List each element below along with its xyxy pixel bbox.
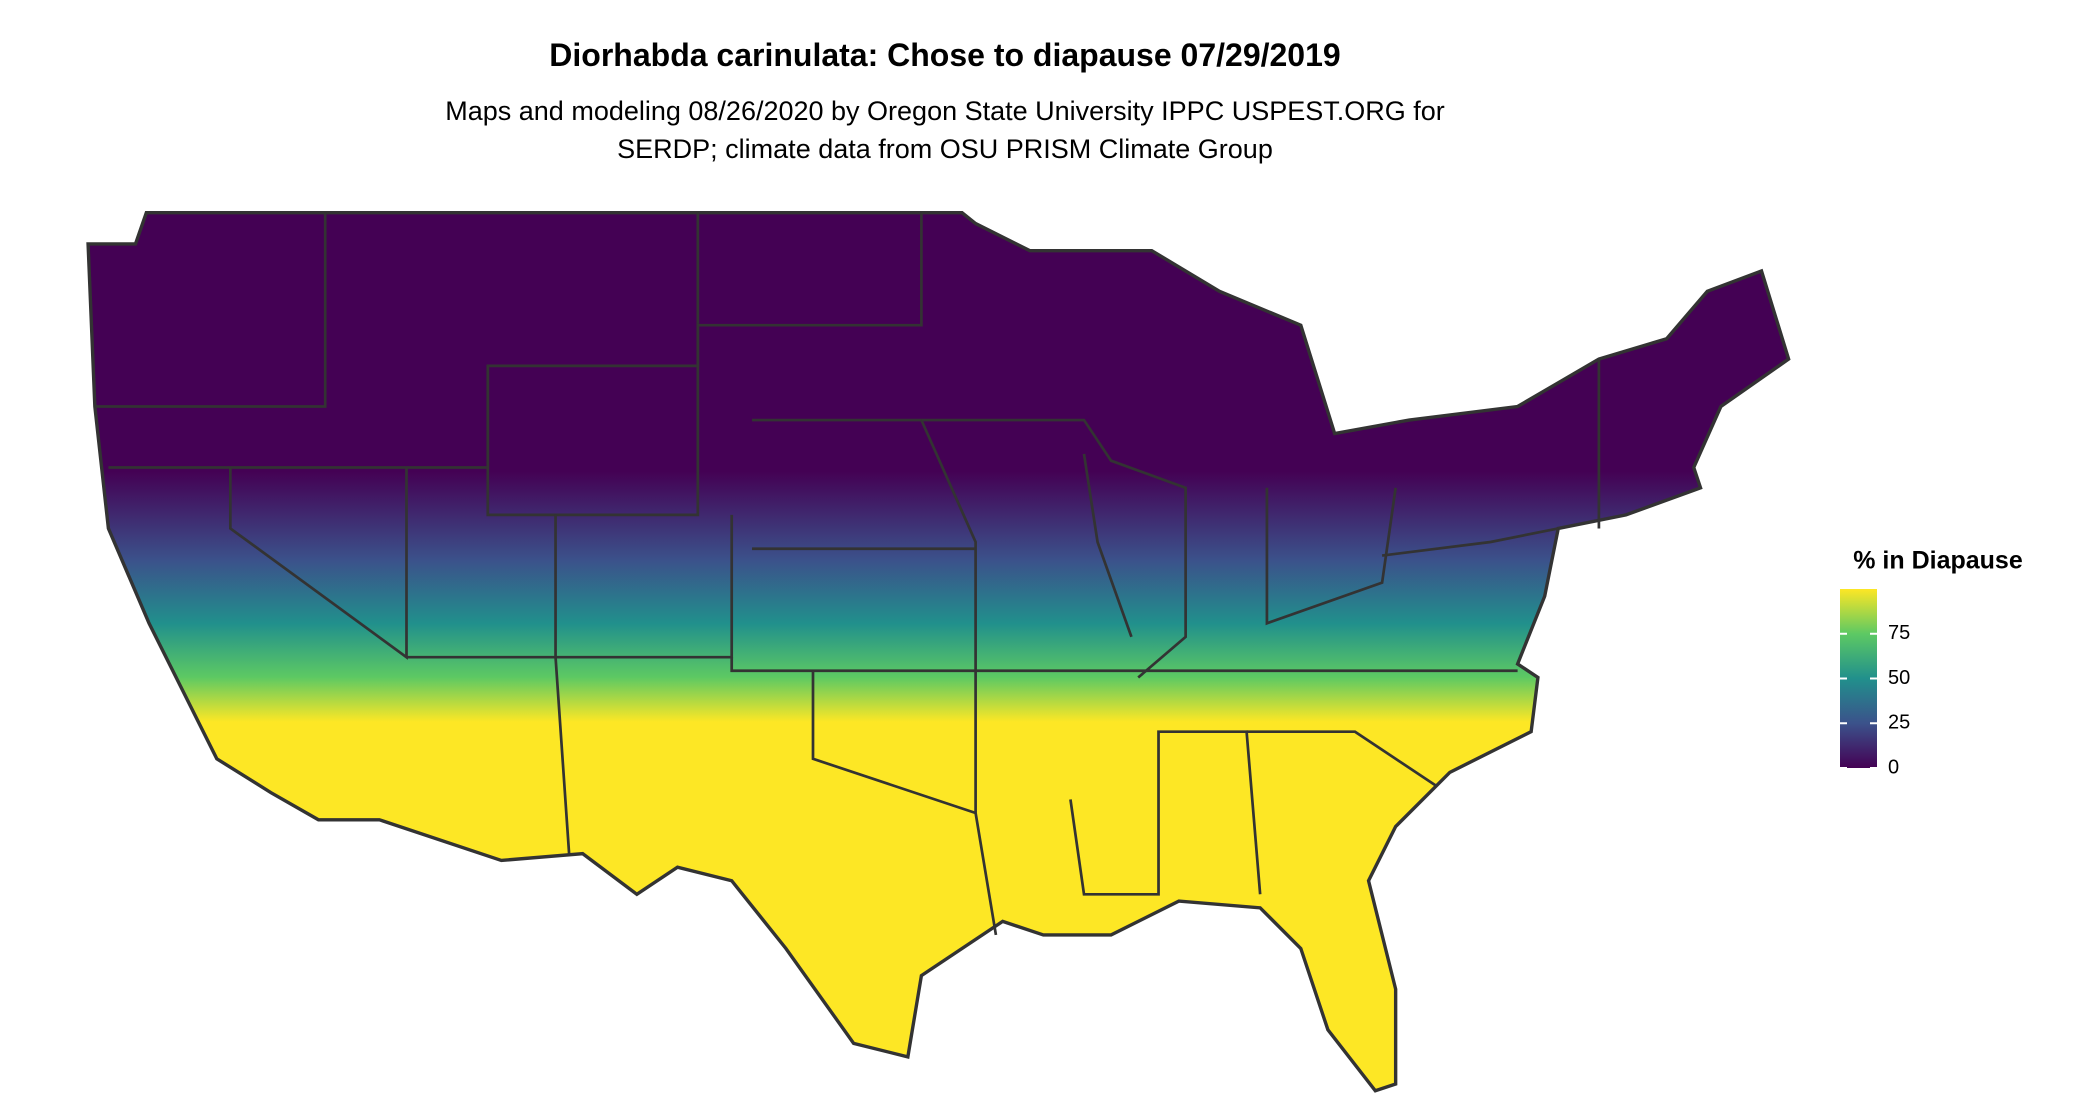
- map-subtitle: Maps and modeling 08/26/2020 by Oregon S…: [445, 96, 1445, 126]
- legend-title: % in Diapause: [1853, 547, 2023, 575]
- colorbar-tick-label: 50: [1888, 667, 1910, 689]
- state-borders: [94, 212, 1601, 936]
- map-title: Diorhabda carinulata: Chose to diapause …: [549, 37, 1340, 73]
- colorbar-tick-label: 25: [1888, 712, 1910, 734]
- colorbar-tick-label: 75: [1888, 622, 1910, 644]
- us-map: [86, 211, 1791, 1093]
- colorbar-tick-label: 0: [1888, 756, 1899, 778]
- map-subtitle: SERDP; climate data from OSU PRISM Clima…: [617, 134, 1273, 164]
